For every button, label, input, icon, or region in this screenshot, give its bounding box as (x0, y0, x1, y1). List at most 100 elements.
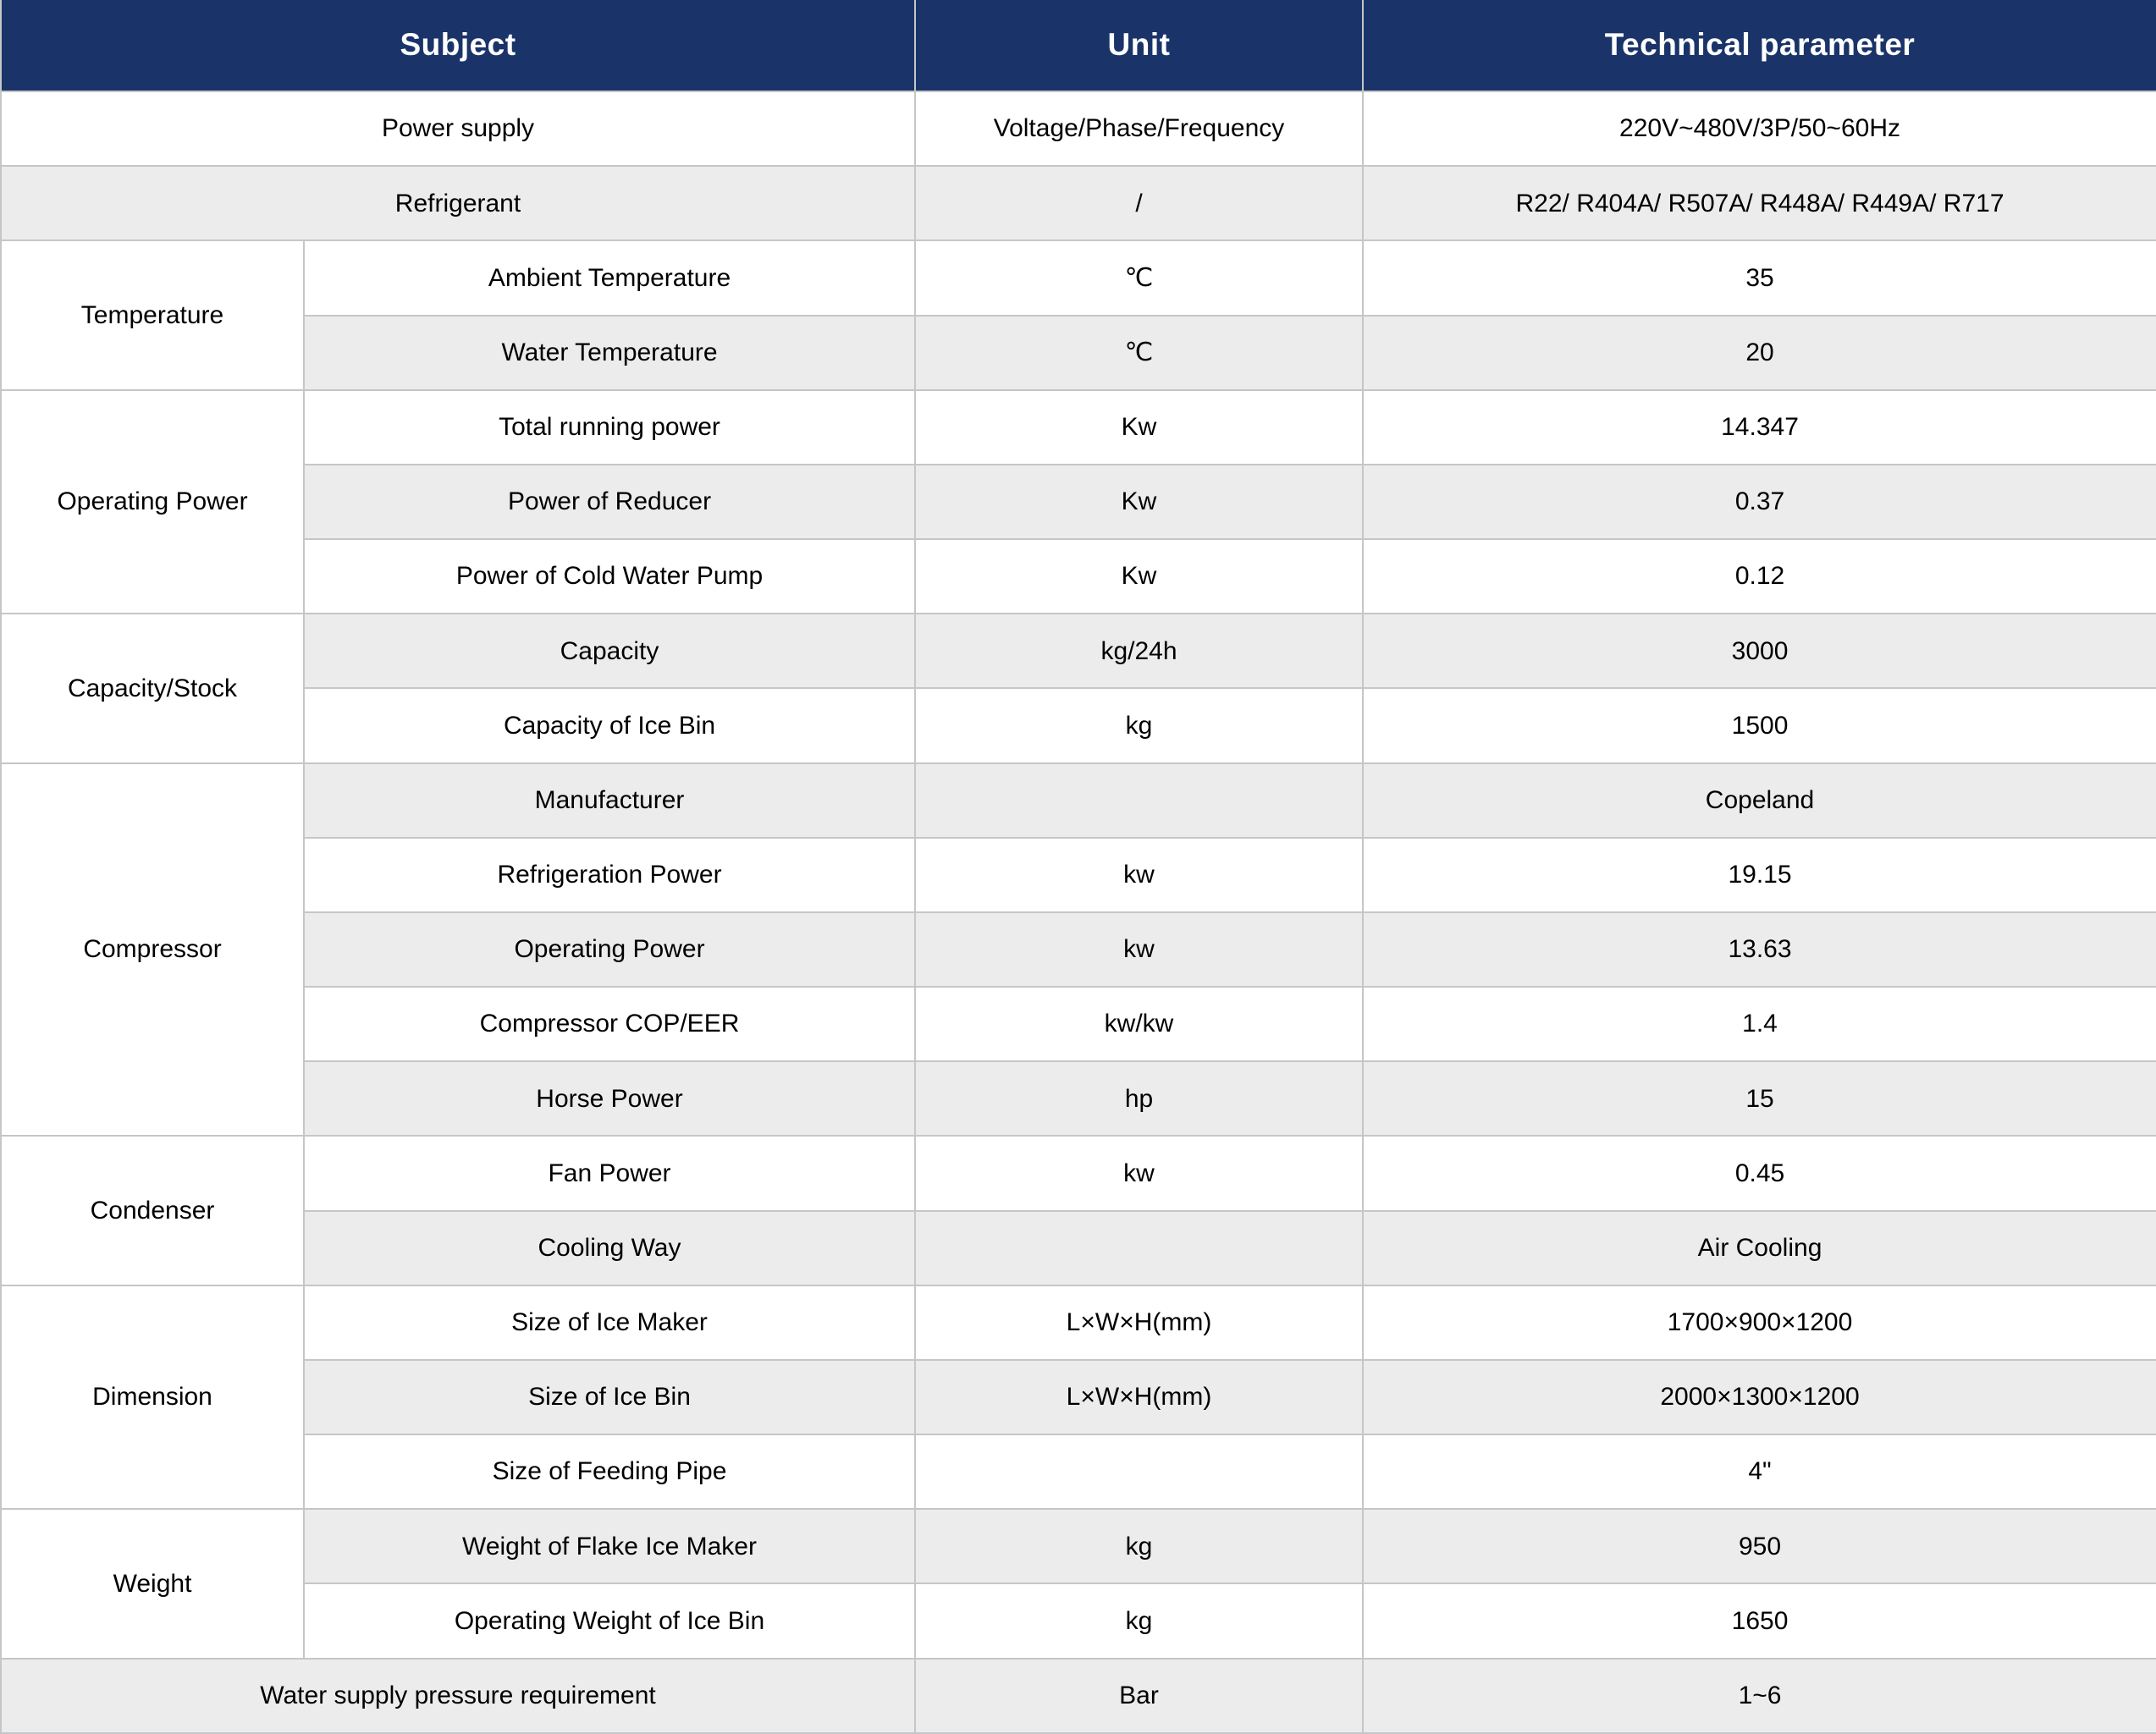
row-label: Operating Power (302, 911, 917, 988)
row-value: 1500 (1362, 687, 2156, 764)
header-subject: Subject (0, 0, 917, 92)
header-unit: Unit (914, 0, 1365, 92)
row-label: Manufacturer (302, 762, 917, 839)
row-value: 15 (1362, 1060, 2156, 1137)
group-cell-condenser: Condenser (0, 1135, 305, 1286)
row-label: Capacity of Ice Bin (302, 687, 917, 764)
row-label: Weight of Flake Ice Maker (302, 1508, 917, 1585)
row-label: Water supply pressure requirement (0, 1657, 917, 1734)
row-value: 2000×1300×1200 (1362, 1358, 2156, 1436)
group-cell-compressor: Compressor (0, 762, 305, 1137)
table-row: Power of Reducer Kw 0.37 (1, 463, 2156, 541)
row-unit: kg/24h (914, 613, 1365, 690)
row-unit: kw (914, 836, 1365, 913)
row-unit: Kw (914, 538, 1365, 615)
row-label: Capacity (302, 613, 917, 690)
row-unit: ℃ (914, 314, 1365, 391)
row-value: 1.4 (1362, 986, 2156, 1063)
table-row: Dimension Size of Ice Maker L×W×H(mm) 17… (0, 1284, 2156, 1511)
row-unit: kg (914, 1583, 1365, 1660)
table-row: Power of Cold Water Pump Kw 0.12 (1, 538, 2156, 615)
row-label: Water Temperature (302, 314, 917, 391)
row-value: 19.15 (1362, 836, 2156, 913)
row-label: Power supply (0, 90, 917, 168)
row-value: 1650 (1362, 1583, 2156, 1660)
row-label: Compressor COP/EER (302, 986, 917, 1063)
row-value: Copeland (1362, 762, 2156, 839)
table-row: Operating Power kw 13.63 (1, 911, 2156, 988)
row-label: Total running power (302, 388, 917, 465)
table-row: Horse Power hp 15 (1, 1060, 2156, 1137)
row-label: Size of Ice Bin (302, 1358, 917, 1436)
table-row: Compressor Manufacturer Copeland (0, 762, 2156, 1137)
row-unit (914, 1434, 1365, 1511)
row-label: Size of Ice Maker (302, 1284, 917, 1361)
row-unit (914, 1209, 1365, 1286)
row-unit: L×W×H(mm) (914, 1284, 1365, 1361)
group-cell-capacity-stock: Capacity/Stock (0, 613, 305, 764)
table-row: Water supply pressure requirement Bar 1~… (0, 1657, 2156, 1734)
row-label: Operating Weight of Ice Bin (302, 1583, 917, 1660)
row-unit: L×W×H(mm) (914, 1358, 1365, 1436)
row-value: 950 (1362, 1508, 2156, 1585)
header-parameter: Technical parameter (1362, 0, 2156, 92)
row-unit: ℃ (914, 239, 1365, 317)
table-row: Power supply Voltage/Phase/Frequency 220… (0, 90, 2156, 168)
row-value: 0.45 (1362, 1135, 2156, 1212)
row-value: 4" (1362, 1434, 2156, 1511)
table-row: Weight Weight of Flake Ice Maker kg 950 (0, 1508, 2156, 1660)
table-row: Compressor COP/EER kw/kw 1.4 (1, 986, 2156, 1063)
group-cell-dimension: Dimension (0, 1284, 305, 1511)
group-cell-weight: Weight (0, 1508, 305, 1660)
row-unit: / (914, 165, 1365, 242)
table-row: Condenser Fan Power kw 0.45 (0, 1135, 2156, 1286)
row-value: 14.347 (1362, 388, 2156, 465)
row-value: 20 (1362, 314, 2156, 391)
row-label: Ambient Temperature (302, 239, 917, 317)
row-label: Power of Cold Water Pump (302, 538, 917, 615)
row-value: 35 (1362, 239, 2156, 317)
row-unit: kg (914, 1508, 1365, 1585)
row-value: 13.63 (1362, 911, 2156, 988)
table-row: Refrigerant / R22/ R404A/ R507A/ R448A/ … (0, 165, 2156, 242)
group-cell-operating-power: Operating Power (0, 388, 305, 615)
row-unit (914, 762, 1365, 839)
row-unit: Kw (914, 463, 1365, 541)
row-unit: Voltage/Phase/Frequency (914, 90, 1365, 168)
row-value: R22/ R404A/ R507A/ R448A/ R449A/ R717 (1362, 165, 2156, 242)
table-row: Water Temperature ℃ 20 (1, 314, 2156, 391)
row-unit: Kw (914, 388, 1365, 465)
table-row: Capacity of Ice Bin kg 1500 (1, 687, 2156, 764)
table-row: Size of Feeding Pipe 4" (1, 1434, 2156, 1511)
row-unit: kg (914, 687, 1365, 764)
row-value: Air Cooling (1362, 1209, 2156, 1286)
row-unit: hp (914, 1060, 1365, 1137)
row-label: Refrigerant (0, 165, 917, 242)
table-row: Size of Ice Bin L×W×H(mm) 2000×1300×1200 (1, 1358, 2156, 1436)
row-value: 3000 (1362, 613, 2156, 690)
header-row: Subject Unit Technical parameter (0, 0, 2156, 92)
table-row: Cooling Way Air Cooling (1, 1209, 2156, 1286)
row-unit: Bar (914, 1657, 1365, 1734)
row-label: Power of Reducer (302, 463, 917, 541)
row-unit: kw (914, 1135, 1365, 1212)
row-label: Refrigeration Power (302, 836, 917, 913)
table-row: Refrigeration Power kw 19.15 (1, 836, 2156, 913)
row-label: Cooling Way (302, 1209, 917, 1286)
group-cell-temperature: Temperature (0, 239, 305, 391)
row-label: Horse Power (302, 1060, 917, 1137)
row-unit: kw (914, 911, 1365, 988)
row-value: 1~6 (1362, 1657, 2156, 1734)
table-row: Operating Power Total running power Kw 1… (0, 388, 2156, 615)
row-label: Size of Feeding Pipe (302, 1434, 917, 1511)
table-row: Capacity/Stock Capacity kg/24h 3000 (0, 613, 2156, 764)
table-row: Operating Weight of Ice Bin kg 1650 (1, 1583, 2156, 1660)
row-unit: kw/kw (914, 986, 1365, 1063)
row-value: 1700×900×1200 (1362, 1284, 2156, 1361)
row-value: 0.12 (1362, 538, 2156, 615)
row-value: 220V~480V/3P/50~60Hz (1362, 90, 2156, 168)
row-value: 0.37 (1362, 463, 2156, 541)
row-label: Fan Power (302, 1135, 917, 1212)
